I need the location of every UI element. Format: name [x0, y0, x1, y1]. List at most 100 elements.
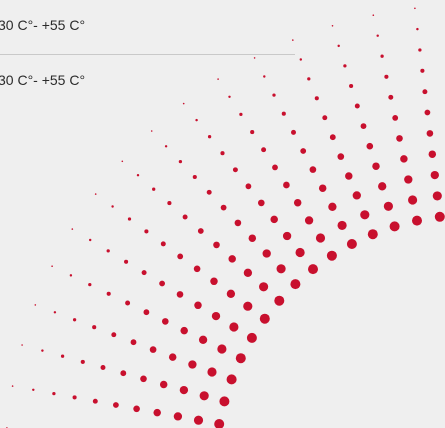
dot	[220, 204, 227, 211]
dot	[214, 419, 225, 428]
dot	[192, 174, 197, 180]
dot	[106, 291, 111, 296]
dot	[52, 391, 56, 396]
dot	[167, 201, 172, 206]
dot	[420, 68, 425, 73]
dot	[432, 191, 442, 201]
dot	[219, 396, 230, 407]
dot	[360, 210, 370, 220]
dot	[322, 115, 328, 121]
dot	[276, 264, 286, 274]
dot	[141, 270, 147, 276]
dot	[253, 57, 256, 59]
dot	[92, 325, 97, 330]
dot	[282, 231, 292, 241]
dot	[92, 398, 98, 404]
dot	[72, 318, 77, 322]
dot	[217, 78, 219, 80]
dot	[367, 229, 378, 240]
dot	[11, 385, 14, 387]
dot	[416, 27, 419, 31]
dot	[329, 134, 336, 141]
dot	[176, 291, 184, 298]
dot	[400, 155, 408, 163]
dot	[378, 182, 387, 191]
dot	[133, 405, 140, 413]
dot	[434, 211, 445, 222]
dot	[34, 304, 37, 306]
dot	[408, 195, 418, 205]
dot	[354, 103, 360, 109]
dot	[111, 205, 114, 208]
dot	[144, 229, 149, 234]
dot	[308, 264, 318, 275]
dot	[349, 83, 354, 89]
dot	[153, 408, 161, 417]
dot	[343, 64, 347, 68]
dot	[372, 14, 375, 16]
dot	[178, 159, 183, 164]
dot	[389, 221, 400, 232]
dot	[32, 388, 35, 392]
dot	[228, 95, 231, 99]
dot	[383, 201, 393, 211]
dot	[414, 7, 416, 10]
dot	[173, 412, 183, 421]
dot	[207, 135, 212, 139]
dot	[182, 214, 188, 220]
dot	[291, 129, 296, 135]
dot	[328, 202, 337, 211]
dot	[300, 148, 307, 154]
dot	[72, 395, 77, 400]
dot	[160, 241, 166, 247]
dot	[69, 274, 73, 277]
dot	[270, 215, 278, 224]
dot	[149, 346, 157, 353]
dot	[124, 259, 129, 264]
dot	[88, 238, 92, 242]
dot	[51, 265, 53, 268]
dot	[152, 187, 156, 191]
dot	[235, 353, 246, 364]
dot	[388, 94, 394, 100]
dot	[180, 326, 188, 335]
spec-text: 30 C°- +55 C°	[0, 17, 86, 33]
dot	[262, 249, 271, 258]
dot	[245, 183, 252, 190]
dot	[217, 344, 227, 354]
dot	[194, 301, 202, 310]
dot	[210, 277, 218, 286]
dot	[198, 335, 208, 344]
dot	[226, 374, 237, 385]
dot	[263, 75, 266, 78]
dot	[136, 173, 140, 177]
dot	[337, 220, 347, 230]
dot	[372, 162, 380, 170]
dot	[106, 249, 110, 253]
dot	[193, 265, 201, 273]
dot	[71, 228, 74, 230]
dot	[272, 164, 278, 171]
dot	[243, 268, 253, 277]
dot	[250, 130, 255, 135]
dot	[125, 300, 131, 306]
dot	[430, 170, 439, 180]
dot	[426, 130, 434, 137]
dot	[207, 367, 217, 377]
spec-text: 30 C°- +55 C°	[0, 72, 86, 88]
dot	[257, 199, 265, 207]
dot	[293, 198, 302, 207]
dot	[428, 150, 437, 158]
dot	[213, 241, 220, 249]
dot	[164, 145, 168, 148]
dot	[121, 160, 124, 163]
dot	[21, 344, 23, 346]
dot	[177, 253, 184, 260]
dot	[234, 219, 242, 227]
dot	[318, 184, 327, 192]
divider	[0, 54, 295, 55]
dot	[199, 391, 209, 401]
dot	[41, 349, 44, 352]
dot	[366, 142, 374, 150]
